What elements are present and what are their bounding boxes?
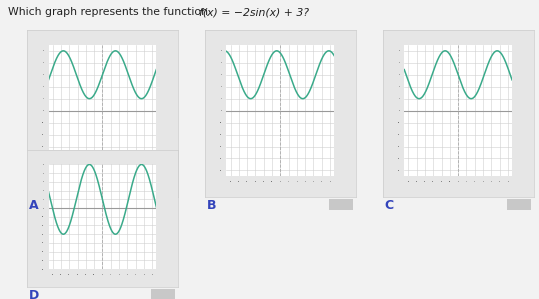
Text: f(x) = −2sin(x) + 3?: f(x) = −2sin(x) + 3? [199, 7, 309, 17]
Text: A: A [29, 199, 39, 212]
Text: C: C [385, 199, 394, 212]
Text: Which graph represents the function: Which graph represents the function [8, 7, 212, 17]
Text: B: B [207, 199, 217, 212]
Text: D: D [29, 289, 39, 299]
